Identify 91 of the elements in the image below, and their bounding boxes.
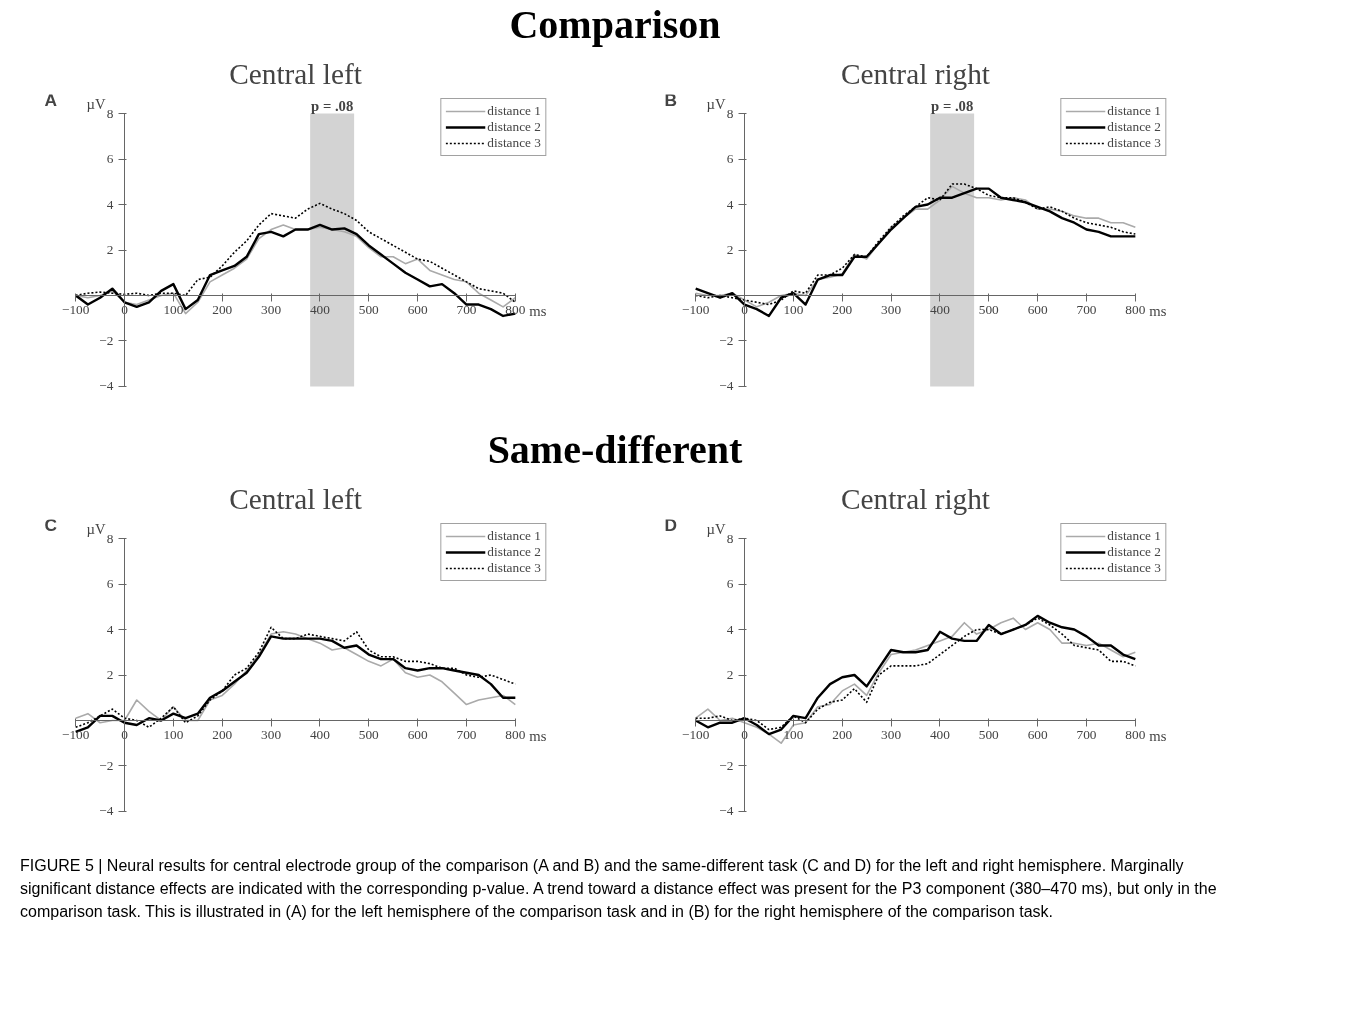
band-label: p = .08	[311, 97, 354, 114]
x-tick-label: −100	[681, 302, 710, 318]
y-tick-label: −4	[719, 378, 734, 394]
band-label: p = .08	[931, 97, 974, 114]
x-tick-label: 700	[456, 302, 477, 318]
y-tick-label: −4	[99, 378, 114, 394]
y-tick-label: 6	[106, 576, 114, 592]
legend-label: distance 1	[487, 103, 541, 119]
y-tick-label: −4	[719, 803, 734, 819]
y-tick-label: 4	[106, 621, 114, 637]
x-tick-label: 100	[163, 727, 184, 743]
y-tick-label: 4	[726, 621, 734, 637]
x-axis-title: ms	[1149, 303, 1167, 320]
x-tick-label: 400	[309, 302, 331, 318]
y-tick-label: 2	[726, 242, 734, 257]
x-tick-label: 800	[505, 727, 526, 743]
x-tick-label: 200	[832, 727, 853, 743]
legend-label: distance 2	[1107, 544, 1161, 560]
legend-label: distance 3	[1107, 560, 1161, 576]
y-tick-label: −2	[719, 757, 734, 773]
x-tick-label: 700	[456, 727, 477, 743]
x-tick-label: 800	[505, 302, 526, 318]
chart-title: Central left	[229, 482, 362, 515]
y-tick-label: 6	[106, 151, 114, 167]
x-tick-label: 300	[881, 302, 902, 318]
legend-label: distance 1	[1107, 528, 1161, 544]
x-tick-label: 700	[1076, 727, 1097, 743]
y-tick-label: 8	[106, 530, 114, 546]
x-tick-label: 200	[212, 727, 233, 743]
legend-label: distance 2	[487, 544, 541, 560]
y-tick-label: −2	[99, 332, 114, 348]
x-axis-title: ms	[529, 303, 547, 320]
x-tick-label: 500	[978, 302, 1000, 318]
x-tick-label: 400	[929, 302, 951, 318]
x-tick-label: 800	[1125, 727, 1146, 743]
x-tick-label: 600	[407, 302, 428, 318]
x-tick-label: −100	[61, 727, 90, 743]
x-tick-label: 500	[358, 302, 380, 318]
x-tick-label: 100	[163, 302, 184, 318]
y-axis-title: µV	[706, 520, 726, 537]
y-axis-title: µV	[86, 520, 106, 537]
y-tick-label: 8	[726, 105, 734, 121]
x-tick-label: 200	[832, 302, 853, 318]
x-tick-label: 600	[407, 727, 428, 743]
legend-label: distance 3	[487, 135, 541, 151]
y-tick-label: 4	[106, 196, 114, 212]
x-tick-label: 800	[1125, 302, 1146, 318]
legend-label: distance 1	[487, 528, 541, 544]
x-tick-label: 500	[978, 727, 1000, 743]
y-tick-label: 2	[726, 667, 734, 682]
chart-title: Central right	[840, 57, 991, 90]
x-tick-label: 300	[881, 727, 902, 743]
y-tick-label: 8	[106, 105, 114, 121]
y-tick-label: 8	[726, 530, 734, 546]
x-tick-label: −100	[61, 302, 90, 318]
legend-label: distance 1	[1107, 103, 1161, 119]
x-tick-label: 600	[1027, 727, 1048, 743]
chart-title: Central right	[840, 482, 991, 515]
y-axis-title: µV	[706, 95, 726, 112]
legend-label: distance 2	[1107, 119, 1161, 135]
x-tick-label: 300	[261, 727, 282, 743]
y-tick-label: 6	[726, 151, 734, 167]
text: Same-different	[487, 427, 743, 472]
x-tick-label: 600	[1027, 302, 1048, 318]
y-tick-label: 6	[726, 576, 734, 592]
y-tick-label: 2	[106, 242, 114, 257]
x-tick-label: −100	[681, 727, 710, 743]
y-axis-title: µV	[86, 95, 106, 112]
caption: FIGURE 5 | Neural results for central electrode group of the comparison (A and B) and the same-different task (C and D) for the left and right hemisphere. Marginally significant distance effects are indicated with the corresponding p-value. A trend toward a distance effect was present for the P3 component (380–470 ms), but only in the comparison task. This is illustrated in (A) for the left hemisphere of the comparison task and in (B) for the right hemisphere of the comparison task.	[20, 856, 1218, 922]
text: D	[664, 514, 678, 535]
x-tick-label: 700	[1076, 302, 1097, 318]
x-tick-label: 200	[212, 302, 233, 318]
text: Comparison	[509, 2, 721, 47]
y-tick-label: −2	[719, 332, 734, 348]
x-tick-label: 300	[261, 302, 282, 318]
y-tick-label: −2	[99, 757, 114, 773]
legend-label: distance 3	[487, 560, 541, 576]
legend-label: distance 3	[1107, 135, 1161, 151]
text: B	[664, 89, 678, 110]
x-axis-title: ms	[529, 728, 547, 745]
legend-label: distance 2	[487, 119, 541, 135]
y-tick-label: 4	[726, 196, 734, 212]
x-axis-title: ms	[1149, 728, 1167, 745]
y-tick-label: −4	[99, 803, 114, 819]
chart-title: Central left	[229, 57, 362, 90]
x-tick-label: 100	[783, 727, 804, 743]
x-tick-label: 100	[783, 302, 804, 318]
x-tick-label: 500	[358, 727, 380, 743]
y-tick-label: 2	[106, 667, 114, 682]
x-tick-label: 400	[309, 727, 331, 743]
x-tick-label: 400	[929, 727, 951, 743]
